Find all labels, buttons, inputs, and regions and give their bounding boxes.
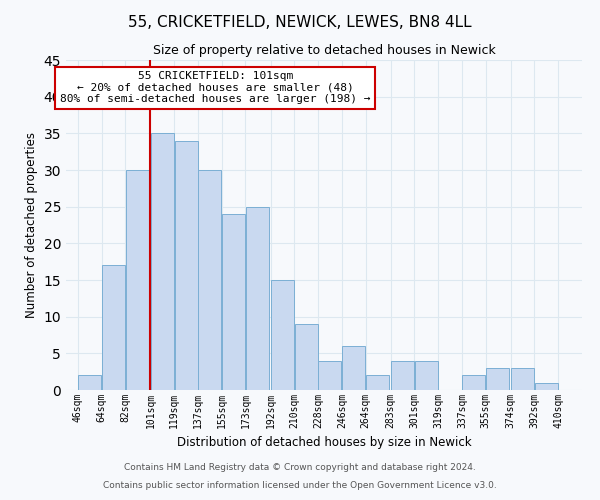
Bar: [198, 170, 221, 390]
Bar: [246, 206, 269, 390]
Bar: [271, 280, 294, 390]
Title: Size of property relative to detached houses in Newick: Size of property relative to detached ho…: [152, 44, 496, 58]
Y-axis label: Number of detached properties: Number of detached properties: [25, 132, 38, 318]
Bar: [151, 134, 174, 390]
Bar: [511, 368, 534, 390]
Bar: [391, 360, 414, 390]
Bar: [295, 324, 318, 390]
Bar: [319, 360, 341, 390]
Bar: [222, 214, 245, 390]
X-axis label: Distribution of detached houses by size in Newick: Distribution of detached houses by size …: [176, 436, 472, 450]
Bar: [366, 376, 389, 390]
Text: 55 CRICKETFIELD: 101sqm
← 20% of detached houses are smaller (48)
80% of semi-de: 55 CRICKETFIELD: 101sqm ← 20% of detache…: [60, 71, 370, 104]
Text: Contains public sector information licensed under the Open Government Licence v3: Contains public sector information licen…: [103, 481, 497, 490]
Bar: [342, 346, 365, 390]
Bar: [102, 266, 125, 390]
Text: Contains HM Land Registry data © Crown copyright and database right 2024.: Contains HM Land Registry data © Crown c…: [124, 464, 476, 472]
Bar: [462, 376, 485, 390]
Bar: [535, 382, 558, 390]
Bar: [126, 170, 149, 390]
Bar: [78, 376, 101, 390]
Bar: [175, 140, 197, 390]
Text: 55, CRICKETFIELD, NEWICK, LEWES, BN8 4LL: 55, CRICKETFIELD, NEWICK, LEWES, BN8 4LL: [128, 15, 472, 30]
Bar: [415, 360, 438, 390]
Bar: [486, 368, 509, 390]
